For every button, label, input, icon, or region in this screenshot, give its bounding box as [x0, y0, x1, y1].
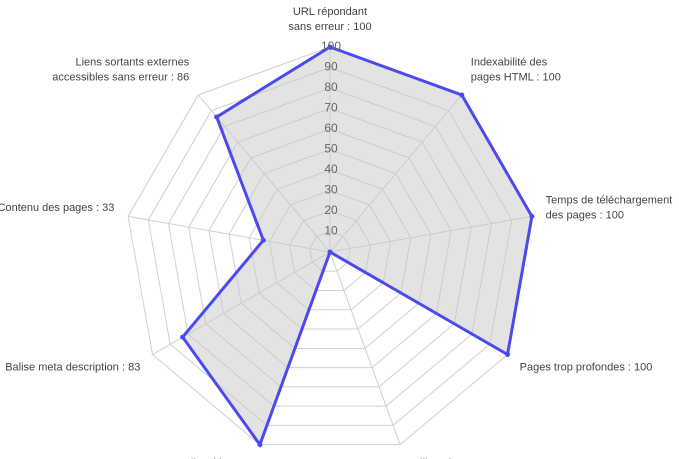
axis-label: Balise title : 100 — [177, 458, 255, 459]
tick-label: 60 — [324, 121, 338, 135]
axis-label: Indexabilité des — [471, 57, 548, 69]
data-point — [327, 44, 333, 50]
data-point — [214, 114, 220, 120]
data-point — [529, 213, 535, 219]
tick-label: 80 — [324, 80, 338, 94]
tick-label: 100 — [321, 39, 341, 53]
axis-label: Temps de téléchargement — [546, 194, 673, 206]
tick-label: 90 — [324, 60, 338, 74]
tick-label: 20 — [324, 203, 338, 217]
axis-label: accessibles sans erreur : 86 — [52, 72, 189, 84]
axis-label: pages HTML : 100 — [471, 72, 561, 84]
spoke — [329, 251, 401, 445]
data-point — [459, 92, 465, 98]
data-point — [180, 334, 186, 340]
axis-label: Contenu des pages : 33 — [0, 202, 114, 214]
data-point — [327, 249, 333, 255]
tick-label: 50 — [324, 142, 338, 156]
axis-label: sans erreur : 100 — [288, 21, 371, 33]
data-area — [180, 45, 534, 448]
axis-label: Balise meta description : 83 — [5, 361, 140, 373]
data-point — [505, 352, 511, 357]
axis-label: Liens sortants externes — [75, 57, 189, 69]
axis-label: des pages : 100 — [546, 209, 624, 221]
tick-label: 40 — [324, 162, 338, 176]
axis-label: URL répondant — [293, 6, 367, 18]
data-point — [257, 442, 263, 448]
data-point — [260, 237, 266, 243]
tick-label: 10 — [324, 224, 338, 238]
tick-label: 70 — [324, 101, 338, 115]
axis-label: Maillage interne : 0 — [405, 458, 498, 459]
axis-label: Pages trop profondes : 100 — [520, 361, 653, 373]
tick-label: 30 — [324, 183, 338, 197]
